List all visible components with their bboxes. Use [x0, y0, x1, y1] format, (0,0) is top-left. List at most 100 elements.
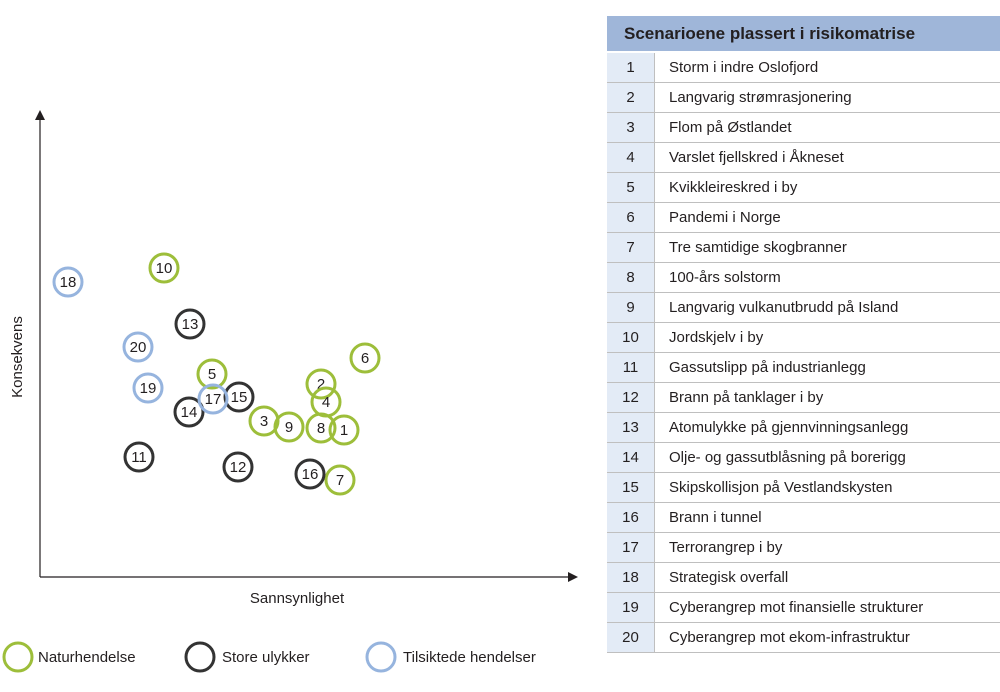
point-label-17: 17 — [205, 391, 222, 408]
table-row: 7 Tre samtidige skogbranner — [607, 232, 1000, 263]
scatter-point-17 — [197, 383, 229, 415]
scenario-number: 1 — [607, 52, 655, 83]
point-label-10: 10 — [156, 260, 173, 277]
point-label-2: 2 — [317, 376, 325, 393]
table-row: 1 Storm i indre Oslofjord — [607, 52, 1000, 83]
scatter-point-15 — [223, 381, 255, 413]
scenario-name: Tre samtidige skogbranner — [654, 232, 1000, 263]
table-row: 18 Strategisk overfall — [607, 562, 1000, 593]
point-label-3: 3 — [260, 413, 268, 430]
scatter-point-18 — [52, 266, 84, 298]
table-row: 2 Langvarig strømrasjonering — [607, 82, 1000, 113]
scenario-number: 10 — [607, 322, 655, 353]
scenario-number: 18 — [607, 562, 655, 593]
point-label-8: 8 — [317, 420, 325, 437]
point-label-12: 12 — [230, 459, 247, 476]
point-label-13: 13 — [182, 316, 199, 333]
table-row: 10 Jordskjelv i by — [607, 322, 1000, 353]
table-row: 20 Cyberangrep mot ekom-infrastruktur — [607, 622, 1000, 653]
y-axis-label: Konsekvens — [9, 316, 26, 398]
scatter-point-7 — [324, 464, 356, 496]
scenario-name: 100-års solstorm — [654, 262, 1000, 293]
scatter-point-6 — [349, 342, 381, 374]
scenario-number: 16 — [607, 502, 655, 533]
table-row: 9 Langvarig vulkanutbrudd på Island — [607, 292, 1000, 323]
scenario-number: 3 — [607, 112, 655, 143]
scenario-name: Langvarig strømrasjonering — [654, 82, 1000, 113]
x-axis-label: Sannsynlighet — [250, 590, 345, 607]
scenario-name: Cyberangrep mot ekom-infrastruktur — [654, 622, 1000, 653]
scenario-number: 20 — [607, 622, 655, 653]
table-row: 15 Skipskollisjon på Vestlandskysten — [607, 472, 1000, 503]
scenario-table-container: Scenarioene plassert i risikomatrise 1 St… — [607, 16, 1000, 653]
scenario-name: Pandemi i Norge — [654, 202, 1000, 233]
legend-marker-ulykke — [184, 641, 216, 673]
scenario-name: Jordskjelv i by — [654, 322, 1000, 353]
point-label-18: 18 — [60, 274, 77, 291]
scatter-point-20 — [122, 331, 154, 363]
risk-matrix-chart: Konsekvens Sannsynlighet 10 5 6 24 3 9 8 17 13 15… — [2, 110, 578, 673]
table-row: 13 Atomulykke på gjennvinningsanlegg — [607, 412, 1000, 443]
table-row: 4 Varslet fjellskred i Åkneset — [607, 142, 1000, 173]
scatter-point-8 — [305, 412, 337, 444]
scenario-name: Skipskollisjon på Vestlandskysten — [654, 472, 1000, 503]
legend-label-tilsiktet: Tilsiktede hendelser — [403, 649, 536, 666]
point-label-14: 14 — [181, 404, 198, 421]
scatter-point-1 — [328, 414, 360, 446]
point-label-9: 9 — [285, 419, 293, 436]
scenario-number: 12 — [607, 382, 655, 413]
point-label-5: 5 — [208, 366, 216, 383]
scenario-number: 11 — [607, 352, 655, 383]
table-row: 12 Brann på tanklager i by — [607, 382, 1000, 413]
scatter-point-11 — [123, 441, 155, 473]
legend-marker-natur — [2, 641, 34, 673]
scenario-table: Scenarioene plassert i risikomatrise 1 St… — [607, 16, 1000, 653]
table-row: 5 Kvikkleireskred i by — [607, 172, 1000, 203]
scenario-number: 2 — [607, 82, 655, 113]
scenario-name: Strategisk overfall — [654, 562, 1000, 593]
point-label-20: 20 — [130, 339, 147, 356]
scenario-number: 13 — [607, 412, 655, 443]
point-label-15: 15 — [231, 389, 248, 406]
scenario-name: Flom på Østlandet — [654, 112, 1000, 143]
scenario-number: 4 — [607, 142, 655, 173]
scatter-point-12 — [222, 451, 254, 483]
point-label-19: 19 — [140, 380, 157, 397]
point-label-16: 16 — [302, 466, 319, 483]
legend: Naturhendelse Store ulykker Tilsiktede hen… — [2, 641, 536, 673]
point-label-11: 11 — [131, 449, 147, 466]
table-row: 3 Flom på Østlandet — [607, 112, 1000, 143]
scenario-number: 7 — [607, 232, 655, 263]
scenario-number: 5 — [607, 172, 655, 203]
scenario-name: Langvarig vulkanutbrudd på Island — [654, 292, 1000, 323]
point-label-6: 6 — [361, 350, 369, 367]
legend-label-natur: Naturhendelse — [38, 649, 136, 666]
scenario-number: 15 — [607, 472, 655, 503]
scenario-number: 6 — [607, 202, 655, 233]
legend-marker-tilsiktet — [365, 641, 397, 673]
scenario-name: Atomulykke på gjennvinningsanlegg — [654, 412, 1000, 443]
scenario-name: Terrorangrep i by — [654, 532, 1000, 563]
scatter-point-2 — [305, 368, 337, 400]
table-row: 19 Cyberangrep mot finansielle strukturer — [607, 592, 1000, 623]
scatter-point-10 — [148, 252, 180, 284]
point-label-4: 4 — [322, 394, 330, 411]
table-row: 14 Olje- og gassutblåsning på borerigg — [607, 442, 1000, 473]
scenario-name: Brann i tunnel — [654, 502, 1000, 533]
scatter-point-16 — [294, 458, 326, 490]
scenario-number: 8 — [607, 262, 655, 293]
table-title: Scenarioene plassert i risikomatrise — [607, 16, 1000, 53]
scenario-name: Gassutslipp på industrianlegg — [654, 352, 1000, 383]
scenario-name: Kvikkleireskred i by — [654, 172, 1000, 203]
scenario-name: Brann på tanklager i by — [654, 382, 1000, 413]
scenario-number: 19 — [607, 592, 655, 623]
scenario-number: 9 — [607, 292, 655, 323]
scenario-name: Olje- og gassutblåsning på borerigg — [654, 442, 1000, 473]
scenario-name: Cyberangrep mot finansielle strukturer — [654, 592, 1000, 623]
table-row: 17 Terrorangrep i by — [607, 532, 1000, 563]
table-row: 8 100-års solstorm — [607, 262, 1000, 293]
scatter-point-13 — [174, 308, 206, 340]
table-row: 16 Brann i tunnel — [607, 502, 1000, 533]
table-body: 1 Storm i indre Oslofjord 2 Langvarig strøm… — [607, 52, 1000, 653]
